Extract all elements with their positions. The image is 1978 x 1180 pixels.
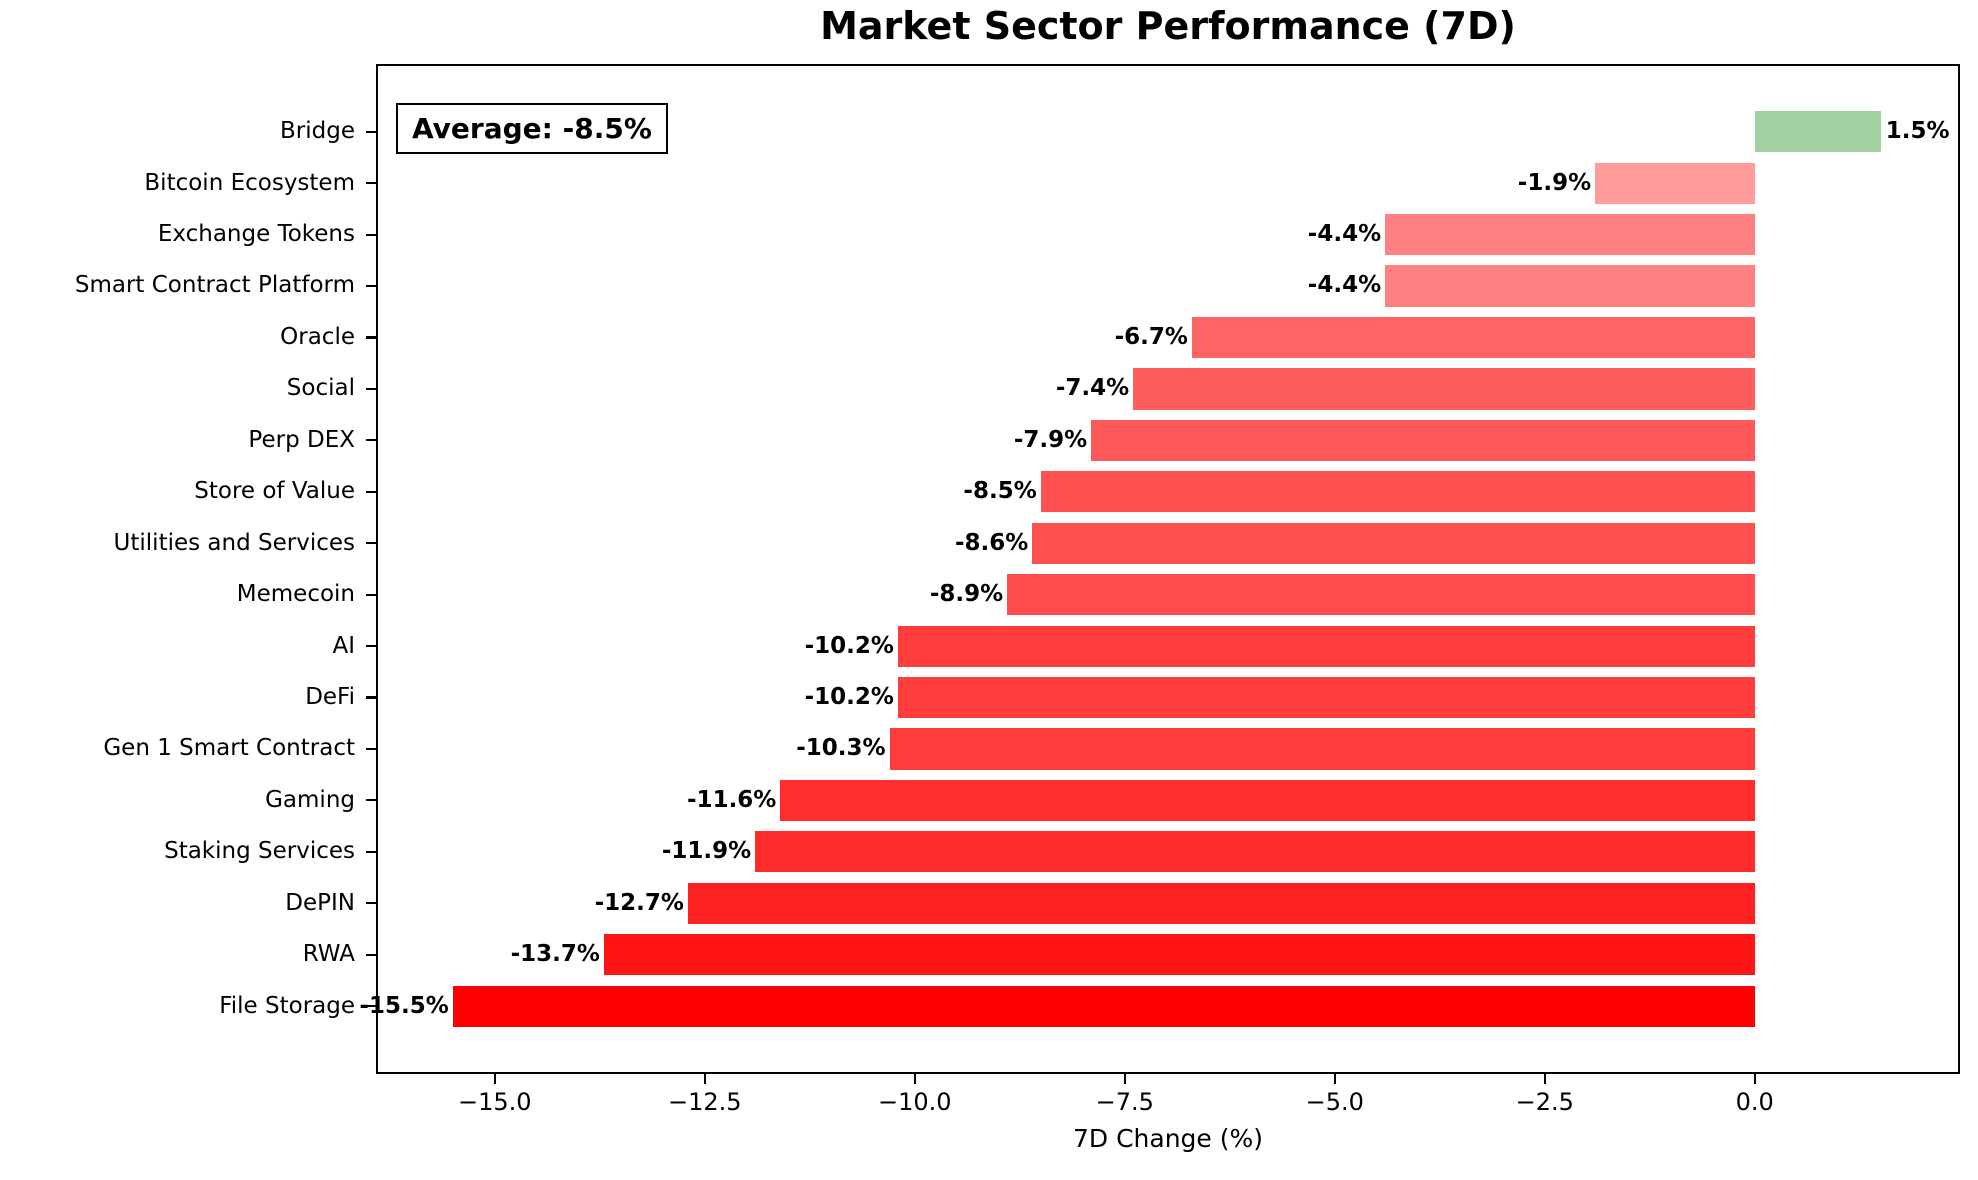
x-tick-mark (1333, 1074, 1336, 1085)
bar-file-storage (452, 985, 1755, 1027)
y-tick-mark (366, 284, 376, 288)
y-axis-label-store-of-value: Store of Value (194, 478, 355, 505)
x-tick-mark (493, 1074, 496, 1085)
y-axis-label-gaming: Gaming (265, 786, 355, 813)
y-axis-label-perp-dex: Perp DEX (248, 426, 355, 453)
x-tick-label: −5.0 (1305, 1088, 1364, 1116)
bar-gen-1-smart-contract (889, 728, 1755, 770)
y-axis-label-file-storage: File Storage (219, 992, 355, 1019)
y-axis-label-social: Social (286, 375, 355, 402)
bar-gaming (780, 779, 1755, 821)
bar-oracle (1191, 316, 1755, 359)
y-tick-mark (366, 387, 376, 391)
x-axis-title: 7D Change (%) (1072, 1124, 1264, 1153)
y-tick-mark (366, 593, 376, 596)
y-tick-mark (366, 902, 376, 905)
value-label-perp-dex: -7.9% (1013, 426, 1088, 453)
average-annotation: Average: -8.5% (396, 103, 668, 154)
x-tick-label: −7.5 (1095, 1088, 1154, 1116)
value-label-ai: -10.2% (804, 632, 894, 659)
y-axis-label-depin: DePIN (285, 889, 355, 916)
y-axis-label-oracle: Oracle (280, 323, 355, 350)
x-tick-label: −10.0 (877, 1088, 952, 1116)
y-tick-mark (366, 696, 376, 699)
plot-area: Average: -8.5% 1.5% Bridge -1.9% Bitcoin Ec… (75, 64, 1960, 1116)
y-axis-label-smart-contract-platform: Smart Contract Platform (74, 272, 355, 299)
bar-rwa (603, 934, 1755, 976)
value-label-memecoin: -8.9% (929, 581, 1004, 608)
x-tick-mark (1123, 1074, 1126, 1085)
bar-staking-services (755, 831, 1755, 873)
value-label-staking-services: -11.9% (661, 838, 752, 865)
x-tick-mark (913, 1074, 916, 1085)
bar-depin (687, 882, 1755, 924)
y-tick-mark (366, 850, 376, 853)
y-axis-label-gen-1-smart-contract: Gen 1 Smart Contract (103, 735, 355, 762)
bar-social (1133, 368, 1755, 410)
y-axis-label-memecoin: Memecoin (236, 581, 355, 608)
value-label-gen-1-smart-contract: -10.3% (796, 735, 886, 762)
y-tick-mark (366, 799, 376, 802)
y-tick-mark (366, 747, 376, 751)
y-axis-label-bridge: Bridge (280, 118, 355, 145)
value-label-gaming: -11.6% (687, 786, 777, 813)
value-label-utilities-and-services: -8.6% (955, 529, 1029, 556)
x-tick-mark (1753, 1074, 1756, 1085)
x-tick-label: −15.0 (457, 1088, 532, 1116)
bar-ai (897, 625, 1755, 667)
x-tick-label: 0.0 (1735, 1088, 1774, 1116)
y-tick-mark (366, 130, 376, 133)
y-axis-label-defi: DeFi (305, 683, 355, 710)
x-tick-label: −2.5 (1515, 1088, 1574, 1116)
y-tick-mark (366, 182, 376, 185)
y-tick-mark (366, 645, 376, 648)
value-label-oracle: -6.7% (1114, 323, 1188, 350)
value-label-defi: -10.2% (804, 683, 894, 710)
value-label-bridge: 1.5% (1885, 118, 1950, 145)
y-tick-mark (366, 336, 376, 339)
bar-bitcoin-ecosystem (1595, 162, 1755, 204)
y-tick-mark (366, 439, 376, 442)
y-tick-mark (366, 1005, 376, 1008)
x-tick-mark (703, 1074, 706, 1085)
y-axis-label-bitcoin-ecosystem: Bitcoin Ecosystem (144, 169, 355, 196)
y-tick-mark (366, 490, 376, 493)
y-axis-label-ai: AI (332, 632, 355, 659)
y-axis-label-staking-services: Staking Services (164, 838, 355, 865)
bar-bridge (1754, 111, 1881, 153)
bar-defi (897, 676, 1755, 719)
y-axis-label-exchange-tokens: Exchange Tokens (157, 221, 355, 248)
value-label-file-storage: -15.5% (359, 992, 449, 1019)
x-tick-label: −12.5 (667, 1088, 742, 1116)
value-label-smart-contract-platform: -4.4% (1307, 272, 1382, 299)
bar-smart-contract-platform (1385, 265, 1755, 307)
value-label-store-of-value: -8.5% (963, 478, 1037, 505)
value-label-rwa: -13.7% (510, 941, 600, 968)
bar-memecoin (1007, 574, 1755, 616)
y-tick-mark (366, 233, 376, 236)
y-axis-label-rwa: RWA (302, 941, 355, 968)
bar-exchange-tokens (1385, 214, 1755, 256)
y-tick-mark (366, 542, 376, 545)
value-label-depin: -12.7% (594, 889, 684, 916)
bar-utilities-and-services (1032, 522, 1755, 564)
value-label-social: -7.4% (1055, 375, 1130, 402)
value-label-bitcoin-ecosystem: -1.9% (1517, 169, 1592, 196)
y-tick-mark (366, 953, 376, 956)
value-label-exchange-tokens: -4.4% (1307, 221, 1382, 248)
bar-store-of-value (1040, 471, 1755, 513)
x-tick-mark (1543, 1074, 1546, 1085)
bar-perp-dex (1091, 419, 1755, 461)
chart-title: Market Sector Performance (7D) (820, 4, 1516, 48)
y-axis-label-utilities-and-services: Utilities and Services (113, 529, 355, 556)
